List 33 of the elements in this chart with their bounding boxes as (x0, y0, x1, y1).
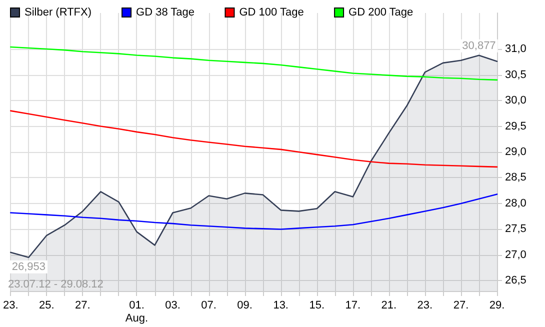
y-tick-label: 31,0 (505, 43, 526, 56)
y-tick-label: 30,5 (505, 68, 526, 81)
x-tick-label: 17. (345, 300, 361, 312)
x-tick-label: 21. (381, 300, 397, 312)
legend-label: GD 38 Tage (136, 6, 195, 18)
x-tick-label: 15. (309, 300, 325, 312)
line-series (10, 110, 498, 168)
x-tick-label: 23. (2, 300, 18, 312)
x-tick-label: 09. (237, 300, 252, 312)
y-tick-label: 27,0 (505, 248, 526, 261)
y-tick-label: 28,5 (505, 172, 526, 184)
x-tick-label: 01. Aug. (125, 300, 148, 324)
x-tick-label: 27. (453, 300, 469, 312)
line-series (10, 194, 498, 230)
legend-label: GD 200 Tage (348, 6, 414, 18)
y-tick-label: 27,5 (505, 223, 526, 236)
legend-label: Silber (RTFX) (24, 6, 92, 18)
y-tick-label: 26,5 (505, 274, 526, 287)
y-tick-label: 29,5 (505, 120, 526, 132)
annotation: 26,953 (12, 260, 46, 273)
annotation: 30,877 (462, 40, 496, 52)
x-tick-label: 27. (75, 300, 90, 312)
x-tick-label: 29. (489, 300, 505, 312)
y-tick-label: 28,0 (505, 197, 526, 210)
x-tick-label: 25. (39, 300, 54, 312)
annotation: 23.07.12 - 29.08.12 (8, 278, 104, 290)
y-tick-label: 29,0 (505, 146, 526, 158)
legend-label: GD 100 Tage (239, 6, 304, 18)
x-tick-label: 23. (417, 300, 433, 312)
y-tick-label: 30,0 (505, 94, 526, 107)
x-tick-label: 07. (201, 300, 216, 312)
x-tick-label: 13. (273, 300, 288, 312)
x-tick-label: 03. (165, 300, 180, 312)
